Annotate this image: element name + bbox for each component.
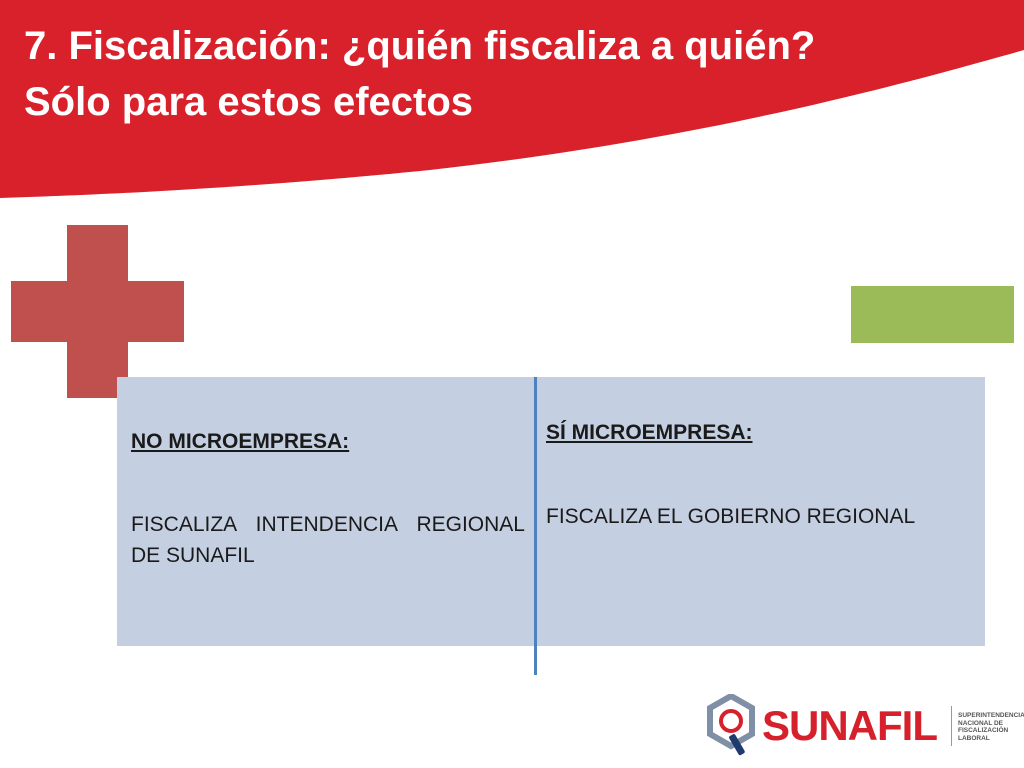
si-microempresa-heading: SÍ MICROEMPRESA: <box>546 421 753 444</box>
logo-subtitle-line: NACIONAL DE <box>958 719 1004 727</box>
title-line-1: 7. Fiscalización: ¿quién fiscaliza a qui… <box>24 24 816 68</box>
no-microempresa-column: NO MICROEMPRESA: FISCALIZA INTENDENCIA R… <box>131 428 525 571</box>
plus-sign-horizontal-bar <box>11 281 184 342</box>
magnifier-q-icon <box>707 694 755 756</box>
no-microempresa-text: FISCALIZA INTENDENCIA REGIONAL DE SUNAFI… <box>131 513 525 567</box>
si-microempresa-text: FISCALIZA EL GOBIERNO REGIONAL <box>546 505 916 528</box>
sunafil-wordmark: SUNAFIL <box>762 702 938 749</box>
minus-sign <box>851 286 1014 343</box>
si-microempresa-column: SÍ MICROEMPRESA: FISCALIZA EL GOBIERNO R… <box>546 419 941 532</box>
logo-subtitle-line: SUPERINTENDENCIA <box>958 712 1024 719</box>
header-band <box>0 0 1024 198</box>
column-divider <box>534 377 537 675</box>
title-line-2: Sólo para estos efectos <box>24 80 474 124</box>
page-title: 7. Fiscalización: ¿quién fiscaliza a qui… <box>24 18 815 130</box>
logo-subtitle-line: LABORAL <box>958 734 990 742</box>
logo-subtitle-line: FISCALIZACIÓN <box>958 727 1009 734</box>
no-microempresa-heading: NO MICROEMPRESA: <box>131 430 350 453</box>
sunafil-logo: SUNAFIL SUPERINTENDENCIA NACIONAL DE FIS… <box>706 694 1024 764</box>
logo-subtitle: SUPERINTENDENCIA NACIONAL DE FISCALIZACI… <box>958 712 1024 742</box>
comparison-panel <box>117 377 985 646</box>
logo-separator <box>951 706 952 746</box>
